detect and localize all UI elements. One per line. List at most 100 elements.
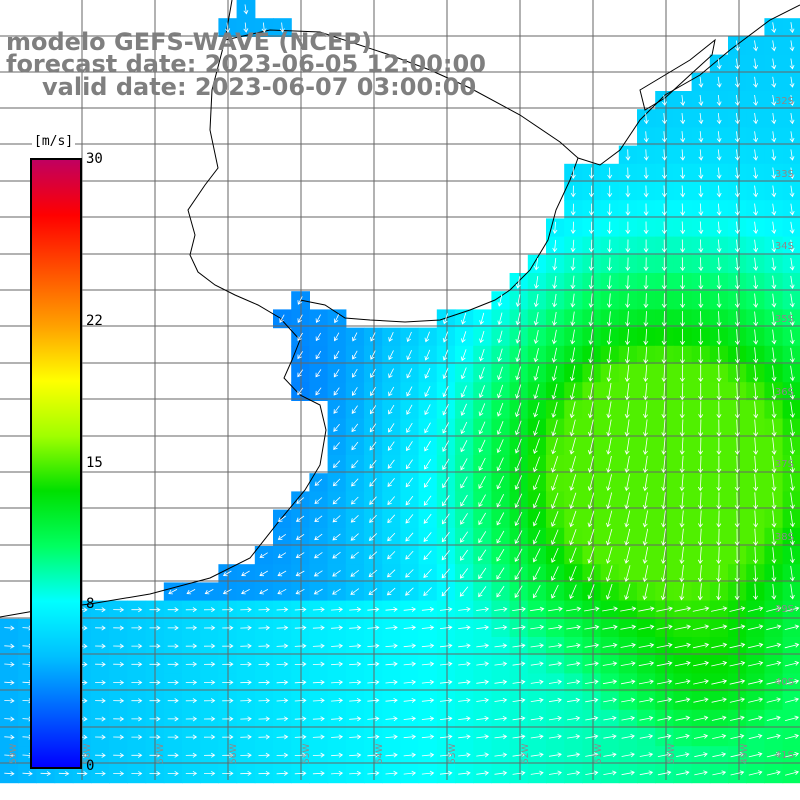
wind-arrow [243, 4, 249, 15]
wind-arrow [766, 624, 782, 631]
wind-speed-cell [327, 582, 347, 602]
wind-arrow [369, 441, 377, 451]
wind-arrow [621, 770, 635, 776]
wind-arrow [551, 547, 559, 563]
wind-arrow [680, 293, 686, 309]
wind-arrow [789, 113, 795, 125]
wind-arrow [276, 679, 289, 685]
wind-speed-cell [400, 546, 420, 565]
wind-arrow [369, 514, 377, 523]
wind-speed-cell [782, 364, 800, 383]
wind-arrow [606, 419, 612, 437]
wind-arrow [661, 275, 667, 290]
wind-arrow [258, 698, 271, 704]
wind-arrow [569, 492, 577, 509]
wind-arrow [222, 661, 234, 667]
wind-arrow [643, 203, 649, 216]
wind-speed-cell [509, 546, 529, 565]
wind-arrow [479, 312, 485, 325]
colorbar-tick-label: 0 [86, 758, 95, 774]
wind-arrow [403, 752, 417, 758]
wind-arrow [734, 76, 740, 88]
wind-arrow [674, 606, 692, 612]
wind-arrow [352, 350, 358, 360]
wind-arrow [712, 770, 727, 776]
wind-arrow [570, 221, 576, 235]
wind-arrow [771, 437, 777, 455]
wind-arrow [370, 368, 376, 378]
wind-arrow [370, 350, 376, 360]
colorbar-tick-label: 22 [86, 312, 103, 329]
wind-arrow [369, 478, 377, 487]
wind-arrow [624, 583, 631, 601]
wind-arrow [552, 257, 558, 271]
wind-arrow [766, 660, 782, 667]
wind-arrow [478, 457, 486, 471]
wind-arrow [406, 386, 413, 397]
wind-arrow [656, 624, 673, 630]
wind-arrow [514, 456, 522, 472]
wind-arrow [512, 716, 526, 721]
wind-arrow [661, 510, 667, 528]
wind-arrow [131, 661, 143, 667]
wind-arrow [589, 167, 595, 180]
wind-arrow [352, 332, 358, 342]
wind-arrow [551, 584, 559, 599]
wind-arrow [734, 167, 740, 180]
wind-arrow [584, 606, 600, 612]
wind-arrow [734, 401, 740, 419]
wind-arrow [367, 679, 380, 685]
wind-arrow [312, 607, 325, 613]
wind-arrow [698, 167, 704, 180]
wind-arrow [349, 716, 362, 722]
wind-arrow [587, 565, 595, 582]
wind-arrow [570, 293, 576, 308]
wind-arrow [698, 401, 704, 419]
wind-arrow [766, 679, 782, 685]
wind-arrow [333, 442, 341, 450]
wind-arrow [313, 588, 323, 595]
wind-speed-cell [473, 473, 492, 492]
wind-arrow [478, 403, 486, 417]
wind-arrow [403, 625, 417, 631]
wind-speed-cell [364, 436, 383, 456]
wind-speed-cell [382, 546, 401, 565]
wind-arrow [332, 551, 341, 559]
wind-arrow [661, 346, 667, 364]
wind-speed-cell [382, 473, 401, 492]
wind-arrow [642, 510, 648, 528]
wind-arrow [515, 384, 522, 399]
wind-arrow [352, 368, 358, 378]
wind-arrow [405, 550, 414, 560]
wind-arrow [606, 492, 613, 510]
wind-speed-cell [345, 473, 365, 492]
wind-arrow [643, 221, 649, 235]
wind-speed-cell [309, 546, 329, 565]
wind-arrow [315, 369, 322, 378]
wind-arrow [643, 346, 649, 364]
wind-arrow [734, 94, 740, 106]
wind-arrow [602, 642, 618, 648]
wind-arrow [789, 149, 795, 161]
wind-arrow [315, 387, 322, 396]
wind-arrow [661, 383, 667, 401]
wind-arrow [314, 515, 323, 523]
wind-arrow [441, 531, 450, 543]
wind-speed-cell [309, 473, 329, 492]
wind-arrow [639, 752, 654, 758]
wind-arrow [295, 588, 305, 595]
wind-arrow [771, 239, 777, 253]
wind-arrow [331, 770, 344, 776]
wind-arrow [332, 588, 341, 595]
wind-speed-cell [273, 564, 292, 583]
wind-arrow [494, 697, 508, 703]
wind-arrow [385, 606, 398, 612]
wind-arrow [679, 565, 685, 583]
wind-arrow [240, 625, 252, 631]
wind-arrow [734, 131, 740, 143]
wind-arrow [406, 441, 413, 452]
wind-arrow [497, 348, 503, 362]
wind-arrow [185, 752, 198, 758]
wind-arrow [784, 660, 800, 667]
wind-arrow [603, 734, 617, 739]
